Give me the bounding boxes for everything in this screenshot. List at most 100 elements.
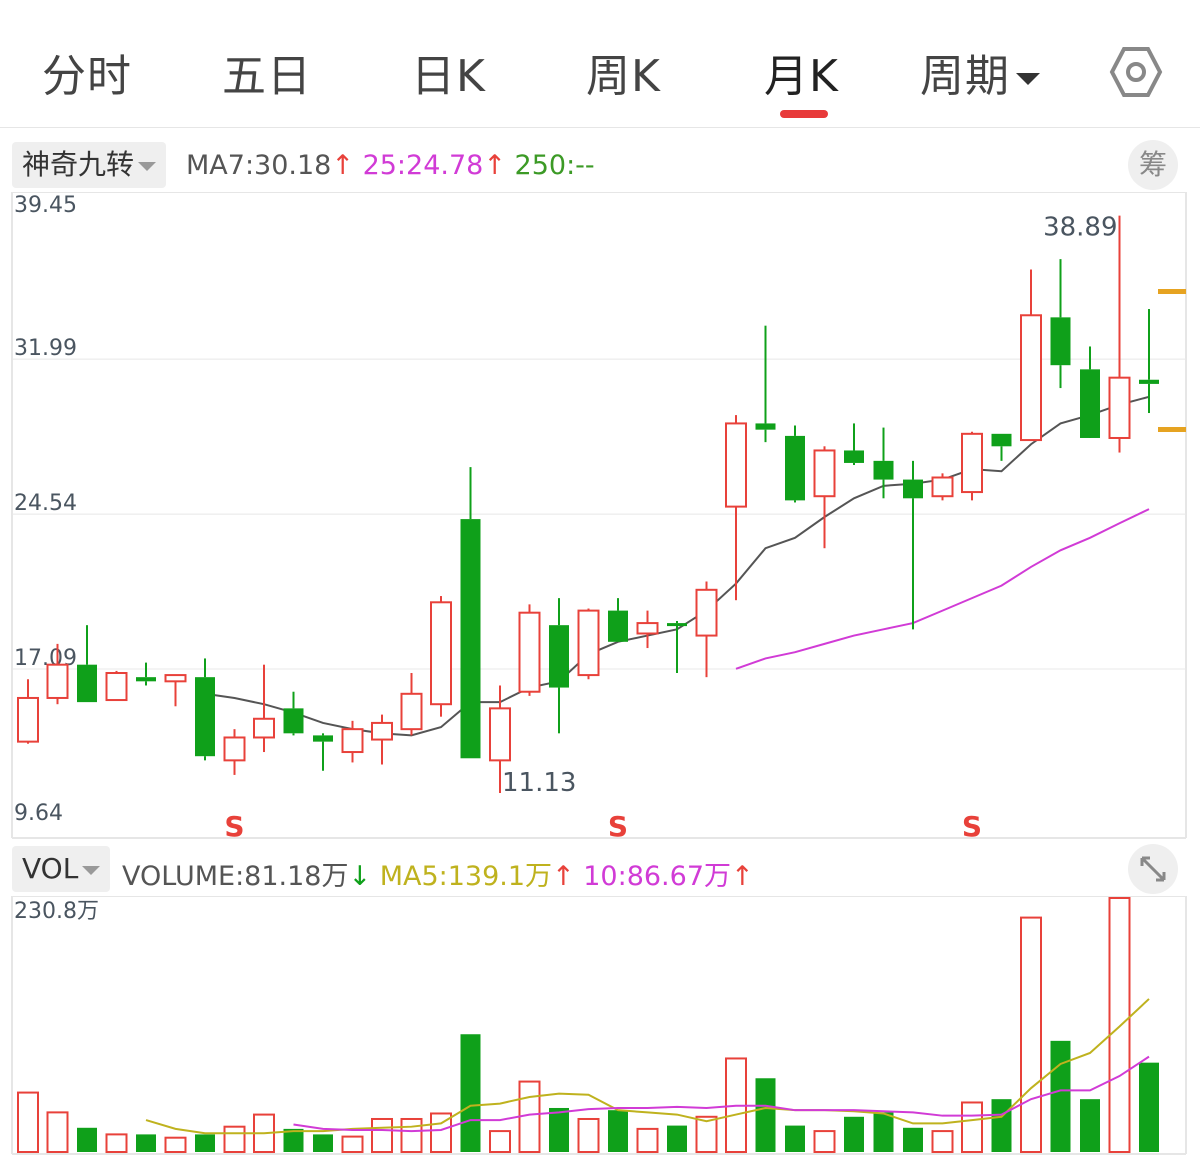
candle-body (1050, 317, 1071, 366)
price-axis-label: 31.99 (14, 336, 77, 361)
volume-bar (223, 1125, 246, 1153)
candle-up (1108, 215, 1131, 453)
signal-s-label: S (224, 810, 244, 840)
candle-body (844, 450, 864, 463)
candle-body (636, 622, 659, 635)
candle-body (164, 674, 187, 683)
period-dropdown-label: 周期 (920, 51, 1010, 102)
ma-legend: MA7:30.18↑ 25:24.78↑ 250:-- (186, 150, 595, 181)
volume-bar (460, 1034, 481, 1152)
indicator-selector-label: 神奇九转 (22, 148, 135, 181)
triangle-down-icon (138, 161, 157, 171)
candle-body (371, 721, 393, 741)
volume-bar (636, 1127, 659, 1154)
volume-bar (195, 1134, 215, 1152)
vol-ma5-value: MA5:139.1万 (379, 861, 553, 892)
candle-body (991, 433, 1012, 447)
tab-period-dropdown[interactable]: 周期 (920, 40, 1040, 104)
up-arrow-icon: ↑ (331, 150, 354, 181)
candle-down (844, 423, 864, 466)
tab-intraday[interactable]: 分时 (42, 51, 132, 102)
price-axis-label: 39.45 (14, 193, 77, 218)
candle-body (77, 664, 97, 703)
candle-body (17, 696, 39, 743)
price-indicator-bar: 神奇九转 MA7:30.18↑ 25:24.78↑ 250:-- 筹 (0, 136, 1200, 194)
candle-up (695, 581, 718, 678)
indicator-selector[interactable]: 神奇九转 (12, 142, 167, 188)
volume-bar (1020, 916, 1042, 1154)
volume-bar (991, 1099, 1012, 1152)
volume-bar (608, 1110, 628, 1152)
candle-body (873, 460, 894, 480)
volume-selector-label: VOL (22, 852, 79, 885)
volume-indicator-selector[interactable]: VOL (12, 846, 111, 892)
tab-weekly-k[interactable]: 周K (586, 51, 661, 102)
candle-up (636, 610, 659, 649)
volume-bar (813, 1130, 836, 1153)
volume-bar (1108, 897, 1131, 1153)
volume-ma5-line (145, 998, 1150, 1135)
candle-up (1020, 269, 1042, 442)
candle-body (430, 601, 452, 706)
expand-arrows-icon (1140, 856, 1166, 882)
price-marker-upper (1158, 289, 1186, 294)
ma25-value: 25:24.78 (362, 150, 484, 181)
candle-down (283, 691, 304, 736)
triangle-down-icon (82, 865, 101, 875)
candle-up (105, 670, 128, 702)
volume-bar (283, 1128, 304, 1152)
volume-bar (1139, 1062, 1159, 1152)
price-marker-lower (1158, 427, 1186, 432)
ma7-line (204, 395, 1150, 737)
tab-daily-k[interactable]: 日K (411, 51, 486, 102)
down-arrow-icon: ↓ (348, 861, 372, 892)
candle-up (518, 604, 541, 696)
candle-body (105, 672, 128, 702)
volume-bar (844, 1116, 864, 1152)
candle-down (1139, 309, 1159, 414)
volume-bar (77, 1127, 97, 1152)
volume-indicator-bar: VOL VOLUME:81.18万↓ MA5:139.1万↑ 10:86.67万… (0, 840, 1200, 898)
chip-distribution-button[interactable]: 筹 (1128, 140, 1178, 190)
candle-up (577, 608, 600, 680)
candle-up (17, 679, 39, 744)
up-arrow-icon: ↑ (483, 150, 506, 181)
candle-up (46, 643, 69, 705)
volume-bar (961, 1101, 983, 1154)
volume-bar (489, 1130, 511, 1153)
volume-bar (164, 1136, 187, 1153)
candle-body (400, 692, 423, 731)
up-arrow-icon: ↑ (731, 861, 754, 892)
ma250-value: 250:-- (514, 150, 595, 181)
volume-bar (313, 1134, 333, 1152)
tab-monthly-k[interactable]: 月K (764, 51, 839, 102)
candle-body (136, 677, 156, 682)
volume-bar (105, 1133, 128, 1153)
tab-five-day[interactable]: 五日 (222, 51, 312, 102)
volume-bar (785, 1125, 805, 1152)
candle-up (164, 674, 187, 707)
hexagon-settings-icon[interactable] (1108, 44, 1164, 100)
price-axis-label: 24.54 (14, 491, 77, 516)
signal-s-label: S (962, 810, 982, 840)
candle-up (430, 596, 452, 717)
expand-chart-button[interactable] (1128, 844, 1178, 894)
candle-body (195, 677, 215, 757)
candle-body (695, 588, 718, 637)
volume-bar (371, 1117, 393, 1154)
candle-down (549, 598, 569, 734)
candle-down (903, 460, 923, 630)
volume-ma10-line (293, 1055, 1150, 1133)
candle-body (785, 435, 805, 501)
candle-body (903, 479, 923, 499)
volume-chart[interactable]: 230.8万 (0, 896, 1200, 1161)
candle-body (313, 735, 333, 742)
high-price-label: 38.89 (1043, 213, 1117, 243)
volume-value: VOLUME:81.18万 (122, 861, 349, 892)
candle-body (549, 625, 569, 688)
candle-down (460, 467, 481, 759)
volume-bar (1050, 1040, 1071, 1152)
candle-body (667, 623, 687, 627)
volume-bar (400, 1117, 423, 1154)
